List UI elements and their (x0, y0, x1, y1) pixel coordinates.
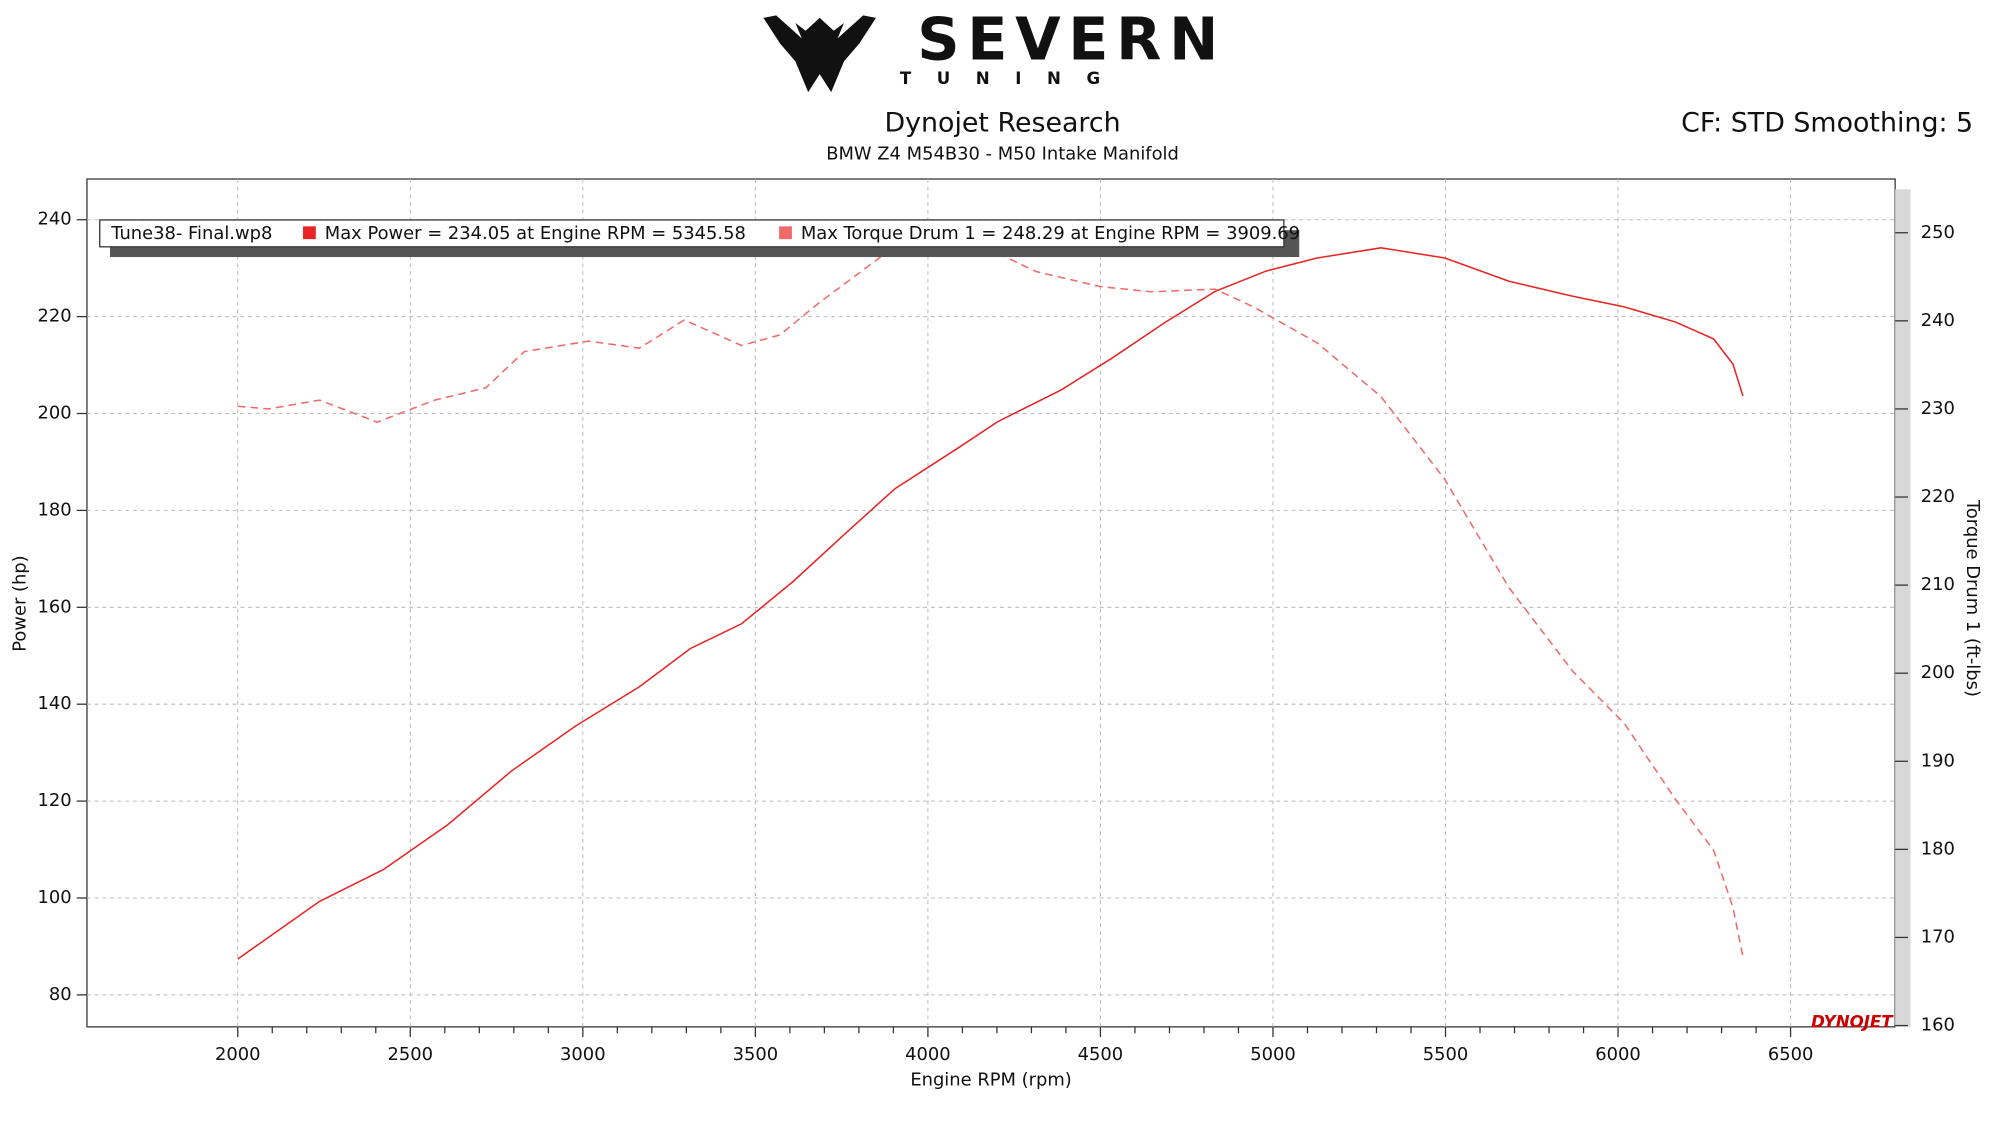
legend-swatch (303, 226, 316, 240)
x-axis-label: Engine RPM (rpm) (910, 1070, 1071, 1091)
y2-tick-label: 220 (1921, 486, 1955, 507)
y2-tick-label: 190 (1921, 750, 1955, 771)
brand-sub: TUNING (900, 69, 1126, 88)
legend-entry: Max Power = 234.05 at Engine RPM = 5345.… (325, 223, 746, 244)
x-tick-label: 5000 (1250, 1044, 1296, 1065)
x-tick-label: 2500 (388, 1044, 434, 1065)
x-tick-label: 4000 (905, 1044, 951, 1065)
y-tick-label: 240 (37, 209, 71, 230)
series-line (237, 247, 1744, 960)
plot-area (86, 178, 1896, 1028)
x-tick-label: 2000 (215, 1044, 261, 1065)
chart-subtitle: BMW Z4 M54B30 - M50 Intake Manifold (826, 144, 1179, 165)
y2-tick-label: 210 (1921, 574, 1955, 595)
brand-name: SEVERN (917, 5, 1226, 74)
y2-tick-label: 230 (1921, 398, 1955, 419)
watermark: DYNOJET (1811, 1013, 1894, 1032)
y-axis-label: Power (hp) (9, 555, 30, 651)
x-tick-label: 3500 (733, 1044, 779, 1065)
series-line (237, 246, 1744, 957)
y-tick-label: 80 (49, 984, 72, 1005)
chart-title: Dynojet Research (884, 108, 1120, 139)
x-tick-label: 4500 (1078, 1044, 1124, 1065)
y-tick-label: 120 (37, 790, 71, 811)
y-tick-label: 220 (37, 306, 71, 327)
y-tick-label: 140 (37, 693, 71, 714)
y2-axis-bar (1895, 189, 1911, 1027)
y-tick-label: 160 (37, 596, 71, 617)
logo-eagle (763, 15, 876, 93)
x-tick-label: 6000 (1595, 1044, 1641, 1065)
x-tick-label: 6500 (1768, 1044, 1814, 1065)
legend-swatch (779, 226, 792, 240)
y2-tick-label: 180 (1921, 838, 1955, 859)
legend-entry: Max Torque Drum 1 = 248.29 at Engine RPM… (801, 223, 1300, 244)
y2-tick-label: 250 (1921, 222, 1955, 243)
y2-tick-label: 160 (1921, 1015, 1955, 1036)
y2-tick-label: 240 (1921, 310, 1955, 331)
legend-title: Tune38- Final.wp8 (110, 223, 272, 244)
settings-label: CF: STD Smoothing: 5 (1681, 108, 1973, 139)
y2-tick-label: 200 (1921, 662, 1955, 683)
y-tick-label: 180 (37, 499, 71, 520)
y-tick-label: 200 (37, 403, 71, 424)
y2-axis-label: Torque Drum 1 (ft-lbs) (1962, 499, 1983, 697)
legend: Tune38- Final.wp8 Max Power = 234.05 at E… (99, 219, 1300, 258)
legend-box (99, 219, 1285, 248)
y2-tick-label: 170 (1921, 926, 1955, 947)
x-tick-label: 3000 (560, 1044, 606, 1065)
x-tick-label: 5500 (1423, 1044, 1469, 1065)
y-tick-label: 100 (37, 887, 71, 908)
